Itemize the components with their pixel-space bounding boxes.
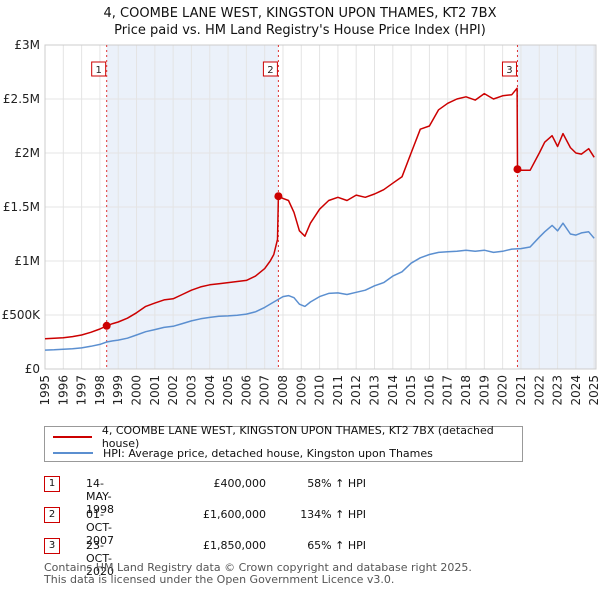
x-tick-label: 2024	[569, 375, 583, 406]
x-tick-label: 2000	[130, 375, 144, 406]
chart-subtitle: Price paid vs. HM Land Registry's House …	[114, 23, 486, 38]
sale-price: £400,000	[213, 477, 267, 490]
sale-date: 14-MAY-1998	[86, 477, 114, 516]
legend-item-property: 4, COOMBE LANE WEST, KINGSTON UPON THAME…	[53, 424, 522, 450]
x-tick-label: 2011	[331, 375, 345, 406]
x-tick-label: 2015	[404, 375, 418, 406]
legend-label-property: 4, COOMBE LANE WEST, KINGSTON UPON THAME…	[101, 424, 494, 450]
y-tick-label: £0	[25, 362, 40, 376]
x-tick-label: 2022	[532, 375, 546, 406]
sale-badge-2	[262, 61, 278, 77]
y-tick-label: £2.5M	[3, 92, 40, 106]
sale-date: 01-OCT-2007	[86, 508, 114, 547]
y-tick-label: £3M	[14, 38, 40, 52]
sale-badge-3	[501, 61, 517, 77]
sale-badge-1	[91, 61, 107, 77]
x-tick-label: 2008	[276, 375, 290, 406]
footer-copyright: Contains HM Land Registry data © Crown c…	[44, 561, 472, 574]
x-tick-label: 2021	[514, 375, 528, 406]
sale-hpi-change: 65% ↑ HPI	[307, 539, 366, 552]
plot-border	[44, 44, 597, 370]
x-tick-label: 1997	[75, 375, 89, 406]
x-tick-label: 2018	[459, 375, 473, 406]
x-tick-label: 1998	[93, 375, 107, 406]
x-tick-label: 2010	[313, 375, 327, 406]
sale-point-3	[513, 165, 522, 174]
legend-swatch-hpi	[53, 452, 93, 454]
x-tick-label: 2006	[239, 375, 253, 406]
y-tick-label: £1.5M	[3, 200, 40, 214]
footer-license: This data is licensed under the Open Gov…	[44, 573, 395, 586]
legend-label-hpi: HPI: Average price, detached house, King…	[103, 446, 433, 460]
sale-price: £1,850,000	[203, 539, 266, 552]
x-tick-label: 2003	[184, 375, 198, 406]
sale-badge-label-3: 3	[506, 65, 512, 76]
y-tick-label: £500K	[2, 308, 42, 322]
x-tick-label: 2002	[166, 375, 180, 406]
x-tick-label: 2016	[422, 375, 436, 406]
y-tick-label: £1M	[14, 254, 40, 268]
x-tick-label: 1995	[38, 375, 52, 406]
sale-date: 23-OCT-2020	[86, 539, 114, 578]
x-tick-label: 2020	[496, 375, 510, 406]
chart-legend: 4, COOMBE LANE WEST, KINGSTON UPON THAME…	[44, 424, 523, 462]
x-tick-label: 2007	[258, 375, 272, 406]
sale-number-badge: 2	[44, 507, 60, 523]
x-tick-label: 2014	[386, 375, 400, 406]
x-tick-label: 2025	[587, 375, 600, 406]
sale-hpi-change: 58% ↑ HPI	[307, 477, 366, 490]
x-tick-label: 2013	[368, 375, 382, 406]
legend-swatch-property	[53, 436, 92, 438]
x-tick-label: 2004	[203, 375, 217, 406]
x-tick-label: 1996	[56, 375, 70, 406]
x-tick-label: 1999	[111, 375, 125, 406]
sale-point-2	[274, 192, 283, 201]
x-tick-label: 2001	[148, 375, 162, 406]
x-tick-label: 2019	[477, 375, 491, 406]
hpi-series-line	[44, 222, 595, 351]
sale-badge-label-1: 1	[96, 65, 102, 76]
chart-title: 4, COOMBE LANE WEST, KINGSTON UPON THAME…	[103, 6, 497, 21]
sale-number-badge: 1	[44, 476, 60, 492]
sale-badge-label-2: 2	[267, 65, 273, 76]
price-chart: £0 £500K £1M £1.5M £2M £2.5M £3M 1995 1996 1997 19…	[2, 38, 600, 406]
sale-price: £1,600,000	[203, 508, 266, 521]
x-tick-label: 2009	[294, 375, 308, 406]
sale-number-badge: 3	[44, 538, 60, 554]
x-tick-label: 2012	[349, 375, 363, 406]
legend-item-hpi: HPI: Average price, detached house, King…	[53, 445, 433, 461]
x-tick-label: 2005	[221, 375, 235, 406]
x-tick-label: 2023	[551, 375, 565, 406]
y-tick-label: £2M	[14, 146, 40, 160]
x-tick-label: 2017	[441, 375, 455, 406]
sale-hpi-change: 134% ↑ HPI	[300, 508, 366, 521]
sale-point-1	[102, 321, 111, 330]
